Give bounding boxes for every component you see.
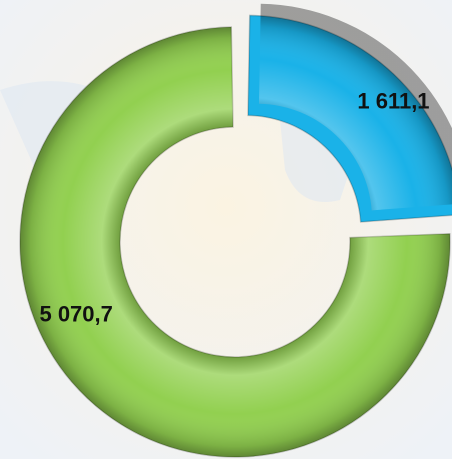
segment-shade xyxy=(258,3,452,211)
data-label: 5 070,7 xyxy=(39,301,112,326)
segment-shade xyxy=(19,27,450,457)
donut: 1 611,1 5 070,7 xyxy=(19,3,452,458)
data-label: 1 611,1 xyxy=(357,89,429,114)
